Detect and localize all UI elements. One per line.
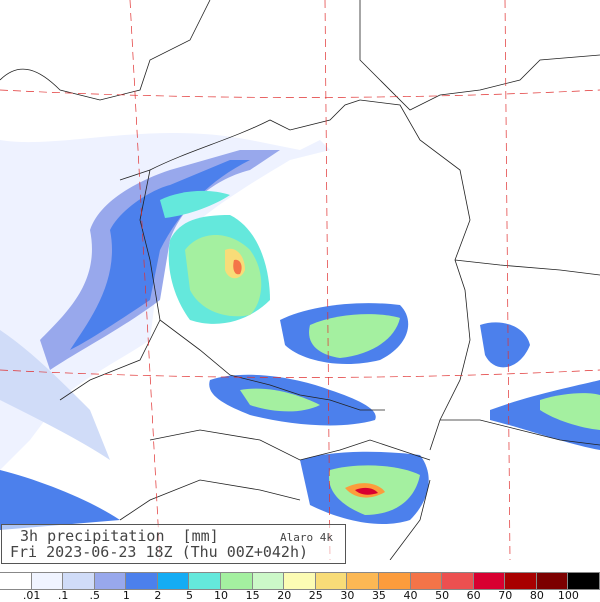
legend-swatch (126, 573, 158, 589)
legend-label: .5 (89, 589, 100, 602)
legend-label: 100 (557, 589, 579, 602)
title-box: 3h precipitation [mm] Alaro 4k Fri 2023-… (1, 524, 346, 564)
legend-label: 5 (185, 589, 193, 602)
model-label: Alaro 4k (280, 531, 333, 544)
legend-label: 50 (435, 589, 450, 602)
legend-label: 25 (308, 589, 323, 602)
legend-swatch (315, 573, 348, 589)
legend-swatch (568, 573, 600, 589)
legend-label: 70 (498, 589, 513, 602)
legend-swatch (442, 573, 474, 589)
legend-swatch (410, 573, 443, 589)
legend-label: 30 (340, 589, 355, 602)
title-line-1: 3h precipitation [mm] (20, 527, 219, 545)
title-line-2: Fri 2023-06-23 18Z (Thu 00Z+042h) (10, 543, 309, 561)
legend-swatch (221, 573, 253, 589)
legend-label: .01 (22, 589, 41, 602)
legend-label: 40 (403, 589, 418, 602)
legend-swatch (284, 573, 316, 589)
legend-labels: .01.1.5 1 2 5 10 15 20 25 30 35 40 50 60 70 80 100 (0, 589, 600, 602)
legend-label: 60 (466, 589, 481, 602)
legend-swatch (536, 573, 569, 589)
legend-swatch (0, 573, 32, 589)
legend-label: 2 (154, 589, 162, 602)
legend-swatch (252, 573, 285, 589)
legend-label: 15 (245, 589, 260, 602)
legend-swatch (157, 573, 190, 589)
legend-label: 1 (122, 589, 130, 602)
legend-label: .1 (57, 589, 69, 602)
color-legend (0, 572, 600, 590)
legend-label: 20 (277, 589, 292, 602)
legend-swatch (189, 573, 222, 589)
legend-label: 35 (371, 589, 386, 602)
grid-lines (0, 0, 600, 560)
legend-swatch (63, 573, 95, 589)
legend-label: 80 (529, 589, 544, 602)
legend-label: 10 (214, 589, 229, 602)
borders (0, 0, 600, 560)
legend-swatch (31, 573, 64, 589)
legend-swatch (473, 573, 506, 589)
legend-swatch (378, 573, 411, 589)
legend-swatch (94, 573, 127, 589)
legend-swatch (347, 573, 379, 589)
legend-swatch (505, 573, 537, 589)
precipitation-field (0, 132, 600, 530)
precipitation-map (0, 0, 600, 560)
